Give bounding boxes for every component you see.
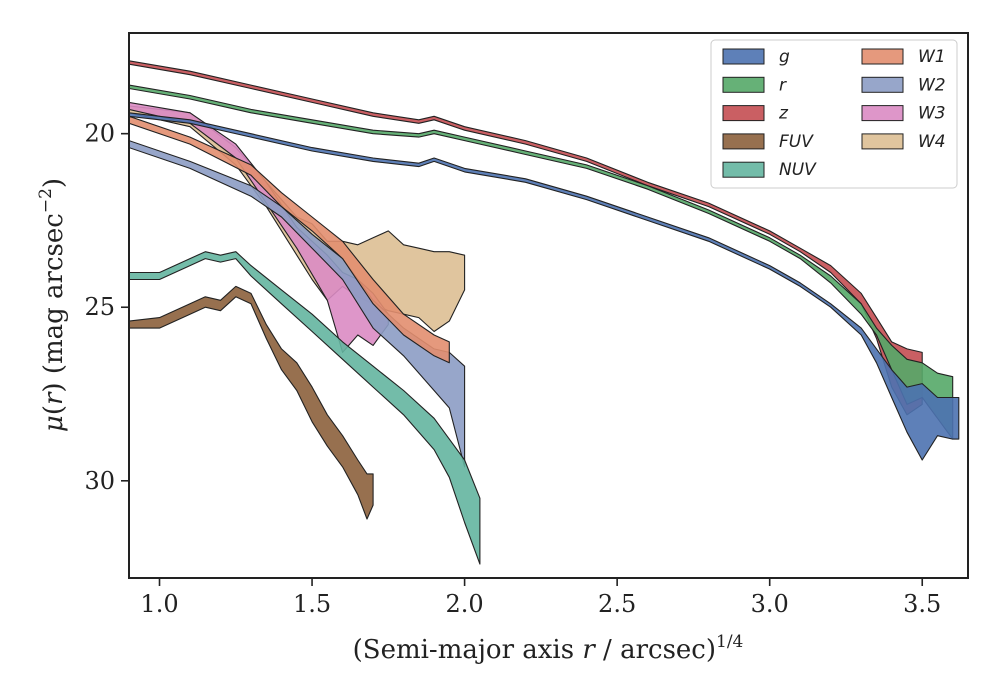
legend-label: W2: [918, 75, 946, 95]
legend-label: FUV: [779, 132, 814, 152]
legend-label: W1: [918, 47, 946, 67]
band-fuv: [129, 285, 374, 520]
y-axis-label: μ(r) (mag arcsec−2): [36, 178, 69, 432]
legend-label: NUV: [779, 160, 817, 180]
legend-swatch: [861, 105, 904, 122]
legend-entry-w3: W3: [861, 104, 946, 124]
x-tick-label: 3.5: [903, 590, 941, 618]
series-layer: [129, 60, 960, 565]
legend-label: g: [779, 47, 790, 67]
y-tick-label: 30: [84, 467, 115, 495]
legend-entry-fuv: FUV: [722, 132, 814, 152]
x-tick-label: 2.0: [446, 590, 484, 618]
band-w1: [129, 115, 450, 364]
legend: grz FUV NUV W1 W2 W3 W4: [710, 39, 958, 189]
legend-label: W4: [918, 132, 946, 152]
y-axis: 20 25 30: [84, 120, 129, 495]
legend-entry-nuv: NUV: [722, 160, 817, 180]
legend-entry-w2: W2: [861, 75, 946, 95]
legend-entry-z: z: [722, 104, 789, 124]
x-tick-label: 3.0: [751, 590, 789, 618]
y-tick-label: 20: [84, 120, 115, 148]
legend-entry-w4: W4: [861, 132, 946, 152]
legend-swatch: [722, 105, 765, 122]
x-axis: 1.0 1.5 2.0 2.5 3.0 3.5: [140, 578, 941, 618]
legend-swatch: [722, 48, 765, 65]
band-g: [129, 112, 960, 461]
legend-swatch: [722, 133, 765, 150]
legend-label: W3: [918, 104, 946, 124]
band-nuv: [129, 251, 481, 565]
legend-swatch: [861, 48, 904, 65]
legend-label: z: [778, 104, 789, 124]
legend-swatch: [861, 76, 904, 93]
legend-entry-g: g: [722, 47, 790, 67]
legend-label: r: [779, 75, 787, 95]
x-tick-label: 2.5: [598, 590, 636, 618]
legend-swatch: [722, 76, 765, 93]
legend-swatch: [722, 161, 765, 178]
x-tick-label: 1.5: [293, 590, 331, 618]
x-axis-label: (Semi-major axis r / arcsec)1/4: [353, 632, 744, 665]
plot-frame: [128, 32, 969, 579]
legend-swatch: [861, 133, 904, 150]
x-tick-label: 1.0: [140, 590, 178, 618]
y-tick-label: 25: [84, 293, 115, 321]
legend-entry-r: r: [722, 75, 787, 95]
legend-entry-w1: W1: [861, 47, 946, 67]
